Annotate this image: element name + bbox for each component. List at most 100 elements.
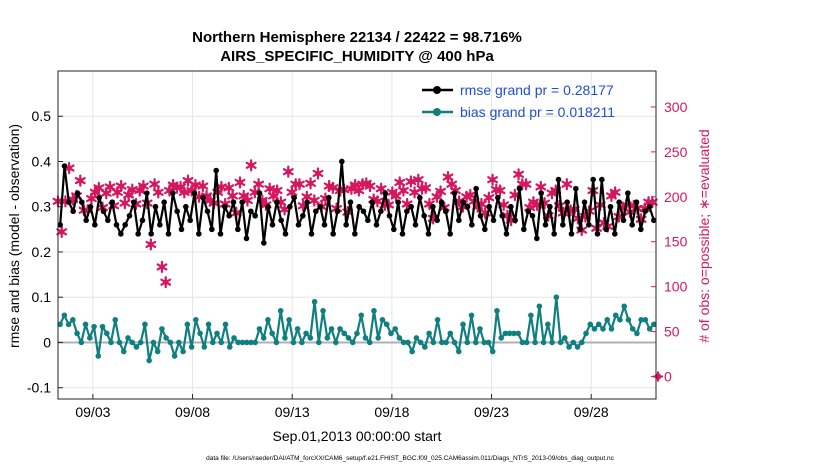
bias-point bbox=[61, 312, 68, 319]
rmse-point bbox=[252, 212, 258, 219]
rmse-point bbox=[135, 231, 141, 237]
obs-point-core bbox=[411, 189, 418, 196]
bias-point bbox=[303, 330, 309, 337]
bias-point bbox=[625, 317, 632, 323]
x-axis: 09/03 09/08 09/13 09/18 09/23 09/28 bbox=[75, 394, 609, 420]
bias-point bbox=[193, 317, 199, 323]
rmse-point bbox=[235, 226, 241, 233]
obs-point bbox=[308, 194, 320, 207]
rmse-point bbox=[373, 222, 380, 228]
rmse-point bbox=[486, 203, 492, 210]
bias-point bbox=[587, 321, 594, 328]
rmse-point bbox=[144, 190, 150, 196]
rmse-point bbox=[330, 231, 336, 237]
bias-point bbox=[260, 335, 267, 341]
obs-point-core bbox=[58, 229, 65, 235]
rmse-point bbox=[542, 222, 549, 228]
rmse-point bbox=[356, 203, 362, 210]
y-tick-label-right: 0 bbox=[664, 369, 672, 385]
rmse-point bbox=[612, 231, 618, 237]
bias-point bbox=[392, 326, 398, 332]
bias-point bbox=[87, 335, 93, 341]
rmse-point bbox=[508, 203, 514, 210]
rmse-point bbox=[386, 212, 393, 219]
obs-point-core bbox=[649, 199, 656, 205]
obs-point-core bbox=[181, 189, 188, 196]
rmse-point bbox=[83, 217, 89, 224]
bias-point bbox=[494, 307, 500, 314]
bias-point bbox=[171, 353, 178, 359]
rmse-point bbox=[529, 212, 536, 219]
obs-point-core bbox=[96, 185, 102, 191]
obs-point bbox=[513, 168, 525, 181]
obs-point bbox=[253, 178, 265, 191]
obs-point-core bbox=[515, 171, 522, 178]
bias-point bbox=[201, 344, 208, 350]
rmse-point bbox=[646, 203, 653, 210]
y-tick-label-left: 0.5 bbox=[32, 108, 52, 124]
obs-point-core bbox=[148, 241, 154, 248]
obs-point-core bbox=[415, 176, 422, 183]
rmse-point bbox=[473, 185, 479, 192]
rmse-point bbox=[460, 199, 466, 205]
obs-point-core bbox=[122, 200, 128, 206]
rmse-point bbox=[243, 235, 250, 242]
rmse-point bbox=[165, 231, 172, 237]
obs-point bbox=[312, 167, 324, 180]
bias-point bbox=[371, 307, 377, 314]
bias-point bbox=[574, 344, 581, 350]
bias-point bbox=[103, 330, 110, 337]
rmse-point bbox=[516, 185, 523, 192]
rmse-point bbox=[291, 194, 297, 201]
rmse-point bbox=[456, 217, 462, 224]
obs-point-core bbox=[159, 264, 165, 270]
y-tick-label-right: 100 bbox=[664, 279, 688, 295]
obs-point-core bbox=[103, 190, 110, 196]
obs-point bbox=[494, 184, 506, 197]
bias-point bbox=[218, 339, 225, 346]
rmse-point bbox=[122, 222, 128, 228]
obs-point-core bbox=[437, 188, 444, 195]
legend-entry-rmse-swatch-marker bbox=[433, 86, 441, 94]
rmse-point bbox=[451, 190, 458, 196]
bias-point bbox=[621, 303, 627, 310]
bias-point bbox=[417, 339, 424, 346]
obs-point bbox=[397, 184, 409, 197]
rmse-point bbox=[638, 226, 644, 233]
bias-point bbox=[231, 335, 237, 341]
bias-point bbox=[299, 339, 305, 346]
rmse-point bbox=[399, 231, 406, 237]
bias-point bbox=[78, 339, 85, 346]
obs-point bbox=[435, 185, 447, 198]
rmse-point bbox=[183, 203, 189, 210]
obs-point-core bbox=[229, 193, 236, 199]
bias-point bbox=[129, 339, 136, 346]
bias-point bbox=[269, 330, 275, 337]
obs-point-core bbox=[107, 184, 113, 190]
rmse-line bbox=[59, 160, 655, 244]
obs-point-core bbox=[408, 178, 414, 185]
obs-point-core bbox=[200, 183, 206, 189]
legend-entry-rmse: rmse grand pr = 0.28177 bbox=[422, 82, 614, 98]
bias-point bbox=[379, 317, 386, 323]
rmse-point bbox=[603, 226, 609, 233]
rmse-point bbox=[599, 176, 605, 183]
rmse-point bbox=[139, 217, 146, 224]
bias-point bbox=[112, 317, 119, 323]
bias-point bbox=[120, 348, 127, 355]
rmse-point bbox=[100, 208, 107, 215]
bias-point bbox=[506, 330, 513, 337]
rmse-point bbox=[178, 226, 185, 233]
bias-point bbox=[557, 339, 564, 346]
bias-point bbox=[570, 339, 577, 346]
bias-point bbox=[324, 335, 331, 341]
rmse-point bbox=[66, 199, 72, 205]
bias-point bbox=[252, 339, 259, 346]
bias-point bbox=[434, 317, 441, 323]
rmse-point bbox=[560, 222, 566, 228]
bias-point bbox=[549, 339, 555, 346]
bias-point bbox=[511, 330, 517, 337]
rmse-point bbox=[482, 226, 488, 233]
